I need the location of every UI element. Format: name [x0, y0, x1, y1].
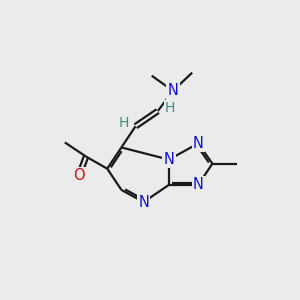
- Text: N: N: [164, 152, 174, 167]
- Text: O: O: [73, 168, 85, 183]
- Text: N: N: [193, 177, 204, 192]
- Text: H: H: [165, 101, 175, 115]
- Text: N: N: [167, 83, 178, 98]
- Text: H: H: [118, 116, 129, 130]
- Text: N: N: [138, 194, 149, 209]
- Text: N: N: [193, 136, 204, 151]
